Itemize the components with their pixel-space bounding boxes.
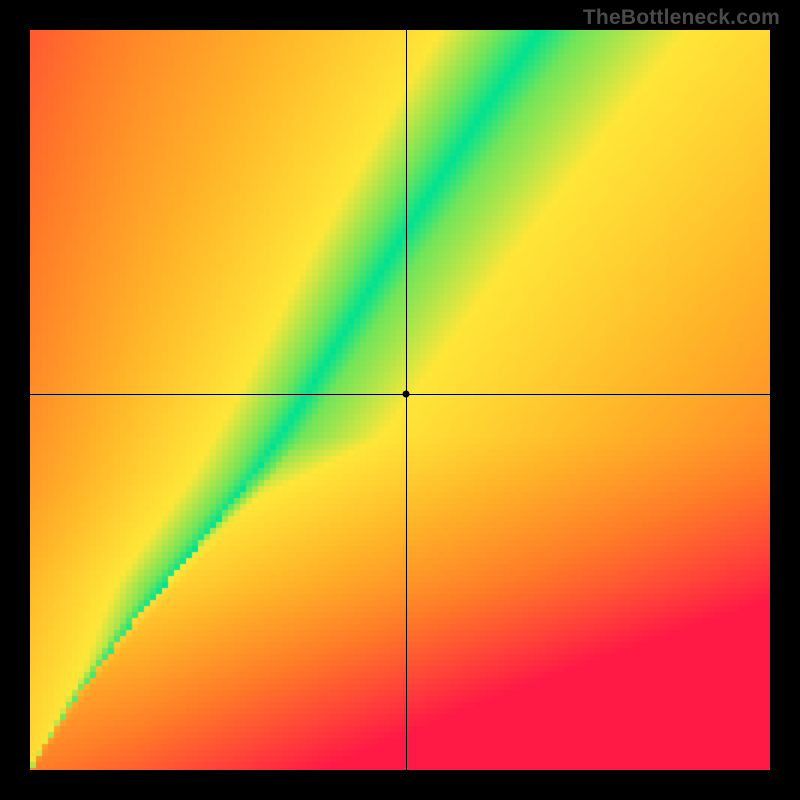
watermark-text: TheBottleneck.com	[583, 6, 780, 30]
crosshair-horizontal	[30, 394, 770, 395]
crosshair-marker	[402, 391, 409, 398]
heatmap-canvas	[30, 30, 770, 770]
crosshair-vertical	[406, 30, 407, 770]
heatmap-plot	[30, 30, 770, 770]
